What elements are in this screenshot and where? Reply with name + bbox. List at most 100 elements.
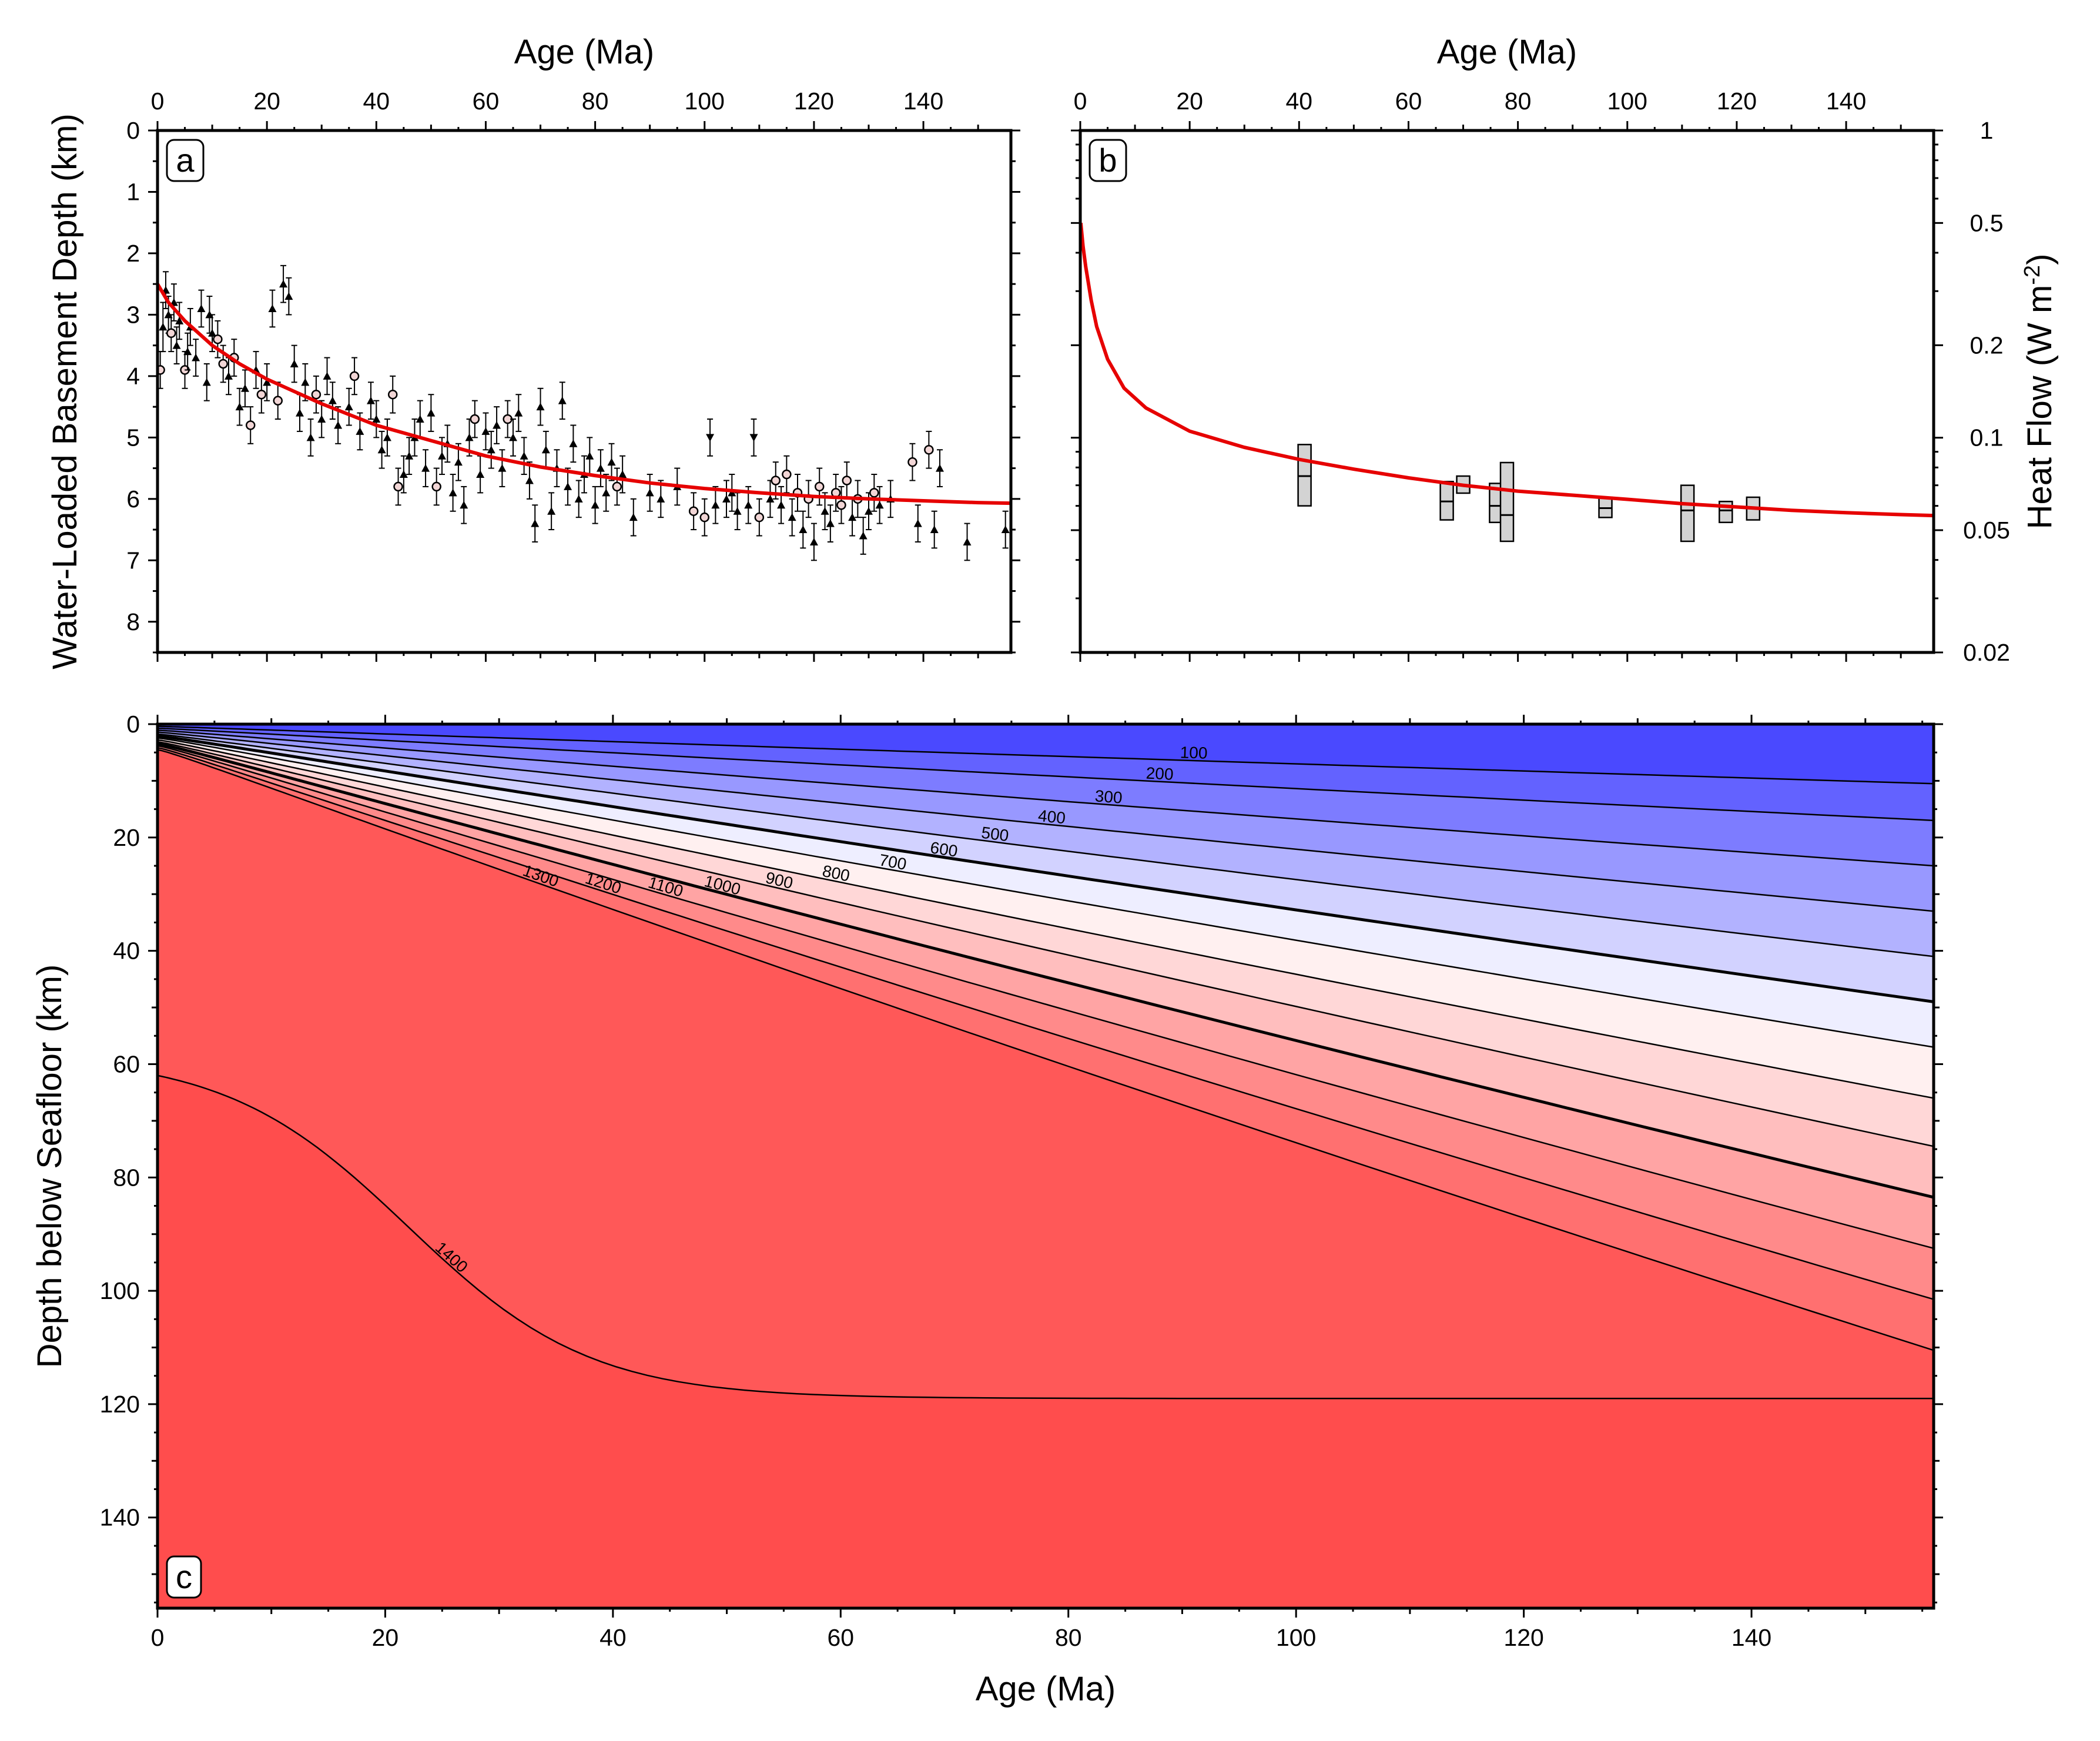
panel-a-marker-triangle [820,507,829,515]
panel-a-point [159,302,168,353]
panel-a-marker-triangle-down [706,434,715,442]
panel-c-frame [156,722,1935,1610]
panel-a-point [591,486,599,524]
panel-c-band [158,724,1934,784]
panel-a-point [311,375,321,414]
panel-a-model-curve [158,283,1011,505]
panel-a-marker-triangle [525,476,534,484]
panel-a-marker-circle [387,389,398,400]
panel-b-observation-boxes [1297,444,1761,543]
panel-a-point [175,302,184,340]
panel-a-marker-triangle [481,427,490,435]
panel-a-point [596,449,605,487]
panel-a-marker-triangle [263,378,272,386]
panel-c-isotherm-label: 500 [980,823,1010,845]
panel-a-marker-triangle [618,470,627,478]
panel-c-isotherm [158,747,1934,1300]
panel-a-point [235,387,244,426]
panel-a-point [749,418,758,457]
panel-a-marker-triangle [777,501,786,509]
panel-a-point [754,498,765,537]
panel-c-isotherm-label: 600 [929,838,959,861]
panel-a-point [706,418,715,457]
panel-a-ytick-label: 4 [126,363,140,390]
panel-a-xtick-label: 80 [582,88,609,115]
panel-a-marker-triangle [809,537,818,545]
panel-b-xtick-label: 80 [1505,88,1532,115]
panel-a-marker-triangle [536,403,545,411]
panel-a-marker-triangle [930,525,939,534]
panel-a-marker-triangle [596,464,605,472]
panel-a-marker-triangle [183,347,192,356]
panel-a-frame [156,129,1013,654]
panel-c-xtick-label: 120 [1503,1624,1543,1651]
panel-a-marker-triangle [284,292,293,300]
panel-c-temperature-contours: 1002003004005006007008009001000110012001… [31,711,1943,1708]
panel-a-marker-triangle [569,439,578,447]
panel-a-point [771,461,781,500]
panel-a-point [399,455,408,494]
panel-c-ticks: 0 20 40 60 80 100 120 140 0 20 40 60 80 100 120 140 [100,711,1943,1651]
panel-a-marker-triangle [465,433,474,441]
panel-a-xtick-label: 0 [151,88,165,115]
panel-b-ytick-label: 0.2 [1970,332,2004,359]
panel-a-marker-circle [218,359,228,369]
panel-a-point [820,492,829,531]
panel-a-ylabel: Water-Loaded Basement Depth (km) [46,113,84,669]
panel-a-point [377,430,386,469]
panel-c-isotherm [158,1074,1934,1400]
panel-c-isotherm-label: 300 [1094,786,1123,806]
panel-a-marker-triangle [367,396,375,404]
panel-c-isotherm [158,731,1934,912]
panel-a-point [936,449,944,487]
panel-a-marker-triangle [487,446,495,454]
panel-a-marker-triangle [602,488,611,497]
panel-a-point [202,363,211,401]
panel-c-isotherm-labels: 1002003004005006007008009001000110012001… [432,743,1208,1276]
panel-c-ytick-label: 0 [126,711,140,738]
panel-a-marker-triangle [159,323,168,331]
panel-a-point [383,418,391,457]
panel-a-point [493,406,501,444]
panel-a-marker-circle [924,444,934,455]
panel-a-marker-circle [245,420,256,430]
panel-a-point [263,363,272,401]
panel-b-xtick-label: 140 [1826,88,1866,115]
panel-a-marker-triangle [197,304,206,312]
panel-a-point [431,467,441,506]
panel-a-point [531,504,540,543]
panel-a-marker-triangle [296,409,304,417]
panel-a-point [344,387,353,426]
panel-a-ytick-label: 2 [126,240,140,267]
panel-c-label: c [176,1558,192,1595]
panel-b-xtick-label: 100 [1607,88,1647,115]
panel-a-marker-triangle [766,494,775,503]
panel-a-marker-triangle [268,304,277,312]
panel-a-point [574,480,583,518]
panel-b-box [1499,461,1515,543]
panel-a-label: a [176,142,195,179]
panel-a-marker-triangle [1001,525,1010,534]
panel-a-point [192,339,200,377]
panel-b-model-curve [1080,223,1934,518]
panel-a-point [859,517,868,555]
panel-a-point [349,357,360,396]
panel-a-marker-circle [311,389,321,400]
panel-a-point [688,492,699,531]
panel-a-marker-circle [688,506,699,516]
panel-c-ytick-label: 80 [113,1164,140,1191]
panel-c-isotherms [158,725,1934,1400]
panel-b-ylabel: Heat Flow (W m-2) [2020,254,2059,530]
panel-c-ytick-label: 100 [100,1277,140,1304]
panel-a-point [788,498,796,537]
panel-a-marker-triangle [799,525,808,534]
panel-a-point [393,467,403,506]
panel-a-point [602,474,611,512]
panel-a-point [722,480,731,518]
panel-b-xtick-label: 120 [1717,88,1757,115]
panel-a-marker-circle [814,481,825,492]
panel-a-point [618,455,627,494]
panel-b-box [1439,480,1454,521]
panel-c-xtick-label: 60 [828,1624,855,1651]
panel-a-marker-circle [612,481,622,492]
